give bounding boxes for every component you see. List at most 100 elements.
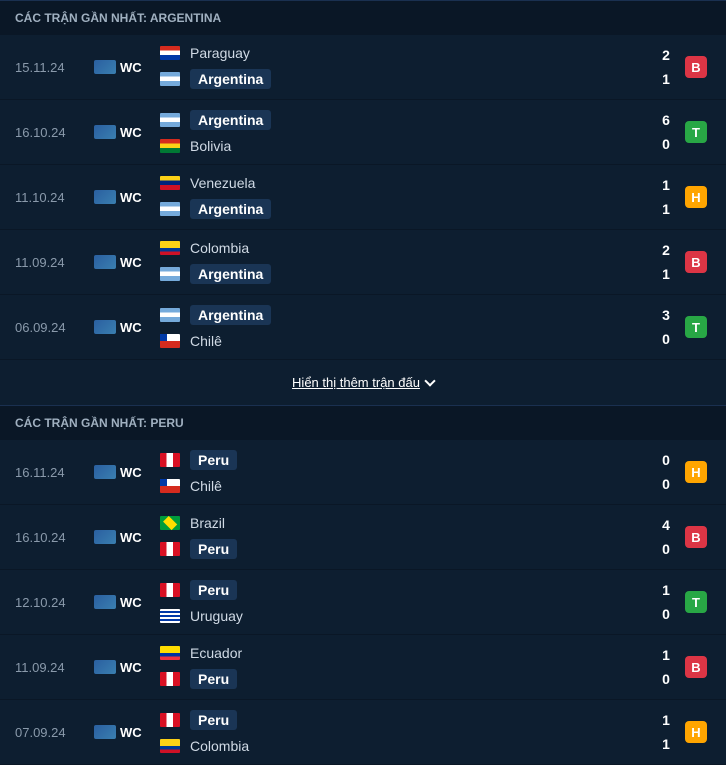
- result-column: H: [681, 186, 711, 208]
- match-row[interactable]: 11.09.24 WCEcuadorPeru 1 0B: [0, 635, 726, 700]
- competition-label: WC: [120, 60, 160, 75]
- result-badge: B: [685, 656, 707, 678]
- flag-icon: [160, 453, 180, 467]
- flag-icon: [160, 241, 180, 255]
- match-date: 16.11.24: [15, 465, 90, 480]
- away-team-name: Peru: [190, 669, 237, 689]
- teams-column: EcuadorPeru: [160, 645, 651, 689]
- away-score: 0: [662, 541, 670, 557]
- home-team-name: Venezuela: [190, 175, 255, 191]
- flag-icon: [160, 176, 180, 190]
- globe-icon: [90, 465, 120, 479]
- away-team-name: Argentina: [190, 264, 271, 284]
- section-header: CÁC TRẬN GẦN NHẤT: ARGENTINA: [0, 0, 726, 35]
- competition-label: WC: [120, 530, 160, 545]
- flag-icon: [160, 46, 180, 60]
- home-team-name: Peru: [190, 580, 237, 600]
- match-row[interactable]: 16.10.24 WCArgentinaBolivia60T: [0, 100, 726, 165]
- home-team-name: Argentina: [190, 305, 271, 325]
- away-score: 1: [662, 71, 670, 87]
- globe-icon: [90, 125, 120, 139]
- away-team-name: Colombia: [190, 738, 249, 754]
- flag-icon: [160, 583, 180, 597]
- section-header: CÁC TRẬN GẦN NHẤT: PERU: [0, 405, 726, 440]
- match-row[interactable]: 07.09.24WCPeruColombia11H: [0, 700, 726, 765]
- home-team-name: Argentina: [190, 110, 271, 130]
- match-date: 16.10.24: [15, 125, 90, 140]
- result-column: B: [681, 526, 711, 548]
- competition-label: WC: [120, 725, 160, 740]
- home-team-name: Paraguay: [190, 45, 250, 61]
- match-row[interactable]: 15.11.24 WCParaguayArgentina 2 1B: [0, 35, 726, 100]
- result-badge: T: [685, 121, 707, 143]
- teams-column: ArgentinaBolivia: [160, 110, 651, 154]
- flag-icon: [160, 542, 180, 556]
- home-score: 2: [662, 47, 670, 63]
- match-date: 11.09.24: [15, 660, 90, 675]
- flag-icon: [160, 516, 180, 530]
- home-score: 0: [662, 452, 670, 468]
- match-date: 15.11.24: [15, 60, 90, 75]
- score-column: 40: [651, 517, 681, 557]
- teams-column: PeruChilê: [160, 450, 651, 494]
- away-score: 0: [662, 671, 670, 687]
- flag-icon: [160, 609, 180, 623]
- match-row[interactable]: 16.10.24WCBrazilPeru40B: [0, 505, 726, 570]
- show-more-button[interactable]: Hiển thị thêm trận đấu: [0, 360, 726, 405]
- result-badge: B: [685, 526, 707, 548]
- flag-icon: [160, 479, 180, 493]
- chevron-down-icon: [424, 375, 435, 386]
- teams-column: ArgentinaChilê: [160, 305, 651, 349]
- match-row[interactable]: 11.09.24WCColombiaArgentina21B: [0, 230, 726, 295]
- teams-column: Peru Uruguay: [160, 580, 651, 624]
- competition-label: WC: [120, 660, 160, 675]
- match-date: 06.09.24: [15, 320, 90, 335]
- flag-icon: [160, 139, 180, 153]
- globe-icon: [90, 255, 120, 269]
- globe-icon: [90, 530, 120, 544]
- match-row[interactable]: 11.10.24WCVenezuelaArgentina11H: [0, 165, 726, 230]
- teams-column: PeruColombia: [160, 710, 651, 754]
- home-score: 3: [662, 307, 670, 323]
- home-team-name: Colombia: [190, 240, 249, 256]
- match-date: 16.10.24: [15, 530, 90, 545]
- competition-label: WC: [120, 125, 160, 140]
- home-score: 1: [662, 177, 670, 193]
- teams-column: Colombia Argentina: [160, 240, 651, 284]
- result-column: T: [681, 121, 711, 143]
- result-badge: B: [685, 251, 707, 273]
- result-badge: T: [685, 591, 707, 613]
- score-column: 60: [651, 112, 681, 152]
- home-score: 1: [662, 647, 670, 663]
- match-date: 11.10.24: [15, 190, 90, 205]
- away-score: 0: [662, 331, 670, 347]
- teams-column: BrazilPeru: [160, 515, 651, 559]
- match-row[interactable]: 16.11.24WCPeruChilê00H: [0, 440, 726, 505]
- away-score: 0: [662, 476, 670, 492]
- match-row[interactable]: 12.10.24WCPeruUruguay10T: [0, 570, 726, 635]
- competition-label: WC: [120, 255, 160, 270]
- match-row[interactable]: 06.09.24WCArgentinaChilê30T: [0, 295, 726, 360]
- flag-icon: [160, 672, 180, 686]
- flag-icon: [160, 267, 180, 281]
- flag-icon: [160, 646, 180, 660]
- globe-icon: [90, 60, 120, 74]
- globe-icon: [90, 725, 120, 739]
- away-team-name: Uruguay: [190, 608, 243, 624]
- teams-column: ParaguayArgentina: [160, 45, 651, 89]
- globe-icon: [90, 320, 120, 334]
- result-column: B: [681, 56, 711, 78]
- result-column: T: [681, 316, 711, 338]
- match-date: 07.09.24: [15, 725, 90, 740]
- globe-icon: [90, 660, 120, 674]
- competition-label: WC: [120, 595, 160, 610]
- home-score: 4: [662, 517, 670, 533]
- flag-icon: [160, 308, 180, 322]
- home-team-name: Brazil: [190, 515, 225, 531]
- result-badge: B: [685, 56, 707, 78]
- competition-label: WC: [120, 465, 160, 480]
- away-score: 0: [662, 606, 670, 622]
- away-score: 1: [662, 736, 670, 752]
- home-score: 1: [662, 582, 670, 598]
- away-score: 0: [662, 136, 670, 152]
